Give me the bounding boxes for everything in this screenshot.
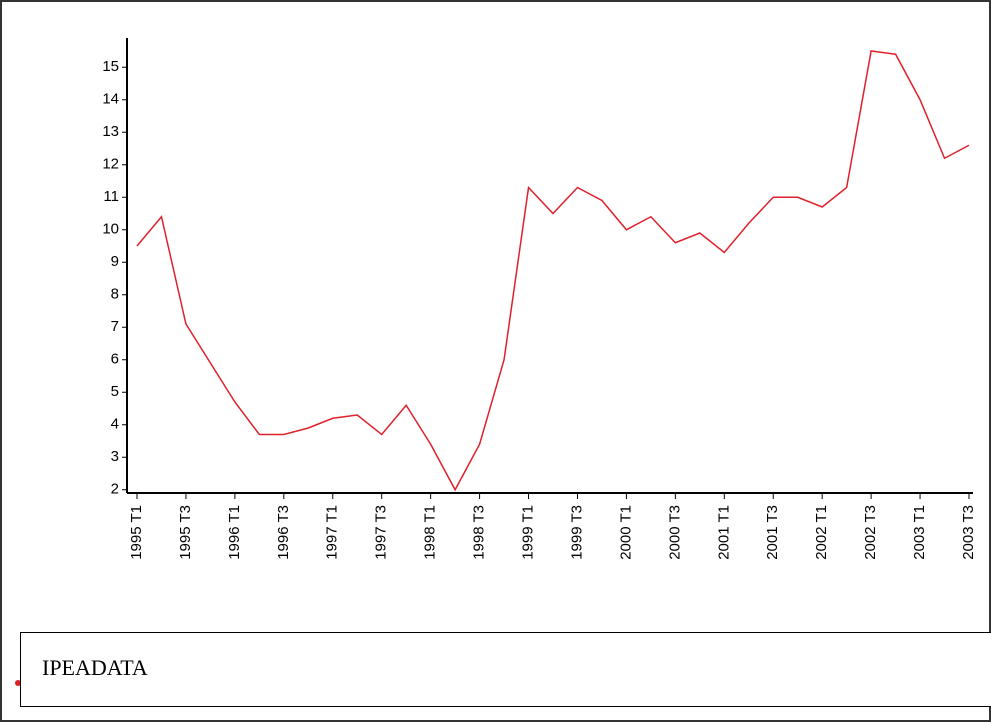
- x-tick-label: 2002 T3: [862, 505, 879, 560]
- y-tick-label: 9: [111, 253, 119, 270]
- x-tick-label: 1997 T3: [373, 505, 390, 560]
- x-tick-label: 2000 T1: [617, 505, 634, 560]
- x-tick-label: 1999 T1: [519, 505, 536, 560]
- y-tick-label: 6: [111, 351, 119, 368]
- x-tick-label: 2001 T1: [715, 505, 732, 560]
- y-tick-label: 3: [111, 448, 119, 465]
- x-tick-label: 2003 T1: [911, 505, 928, 560]
- y-tick-label: 4: [111, 416, 119, 433]
- y-tick-label: 2: [111, 481, 119, 498]
- x-tick-label: 1999 T3: [568, 505, 585, 560]
- x-tick-label: 1995 T1: [128, 505, 145, 560]
- y-tick-label: 12: [102, 156, 119, 173]
- y-tick-label: 10: [102, 221, 119, 238]
- x-tick-label: 1998 T3: [471, 505, 488, 560]
- y-tick-label: 11: [103, 188, 119, 205]
- y-tick-label: 15: [102, 58, 119, 75]
- y-tick-label: 14: [102, 91, 119, 108]
- x-tick-label: 1998 T1: [422, 505, 439, 560]
- x-tick-label: 1996 T1: [226, 505, 243, 560]
- x-tick-label: 1996 T3: [275, 505, 292, 560]
- x-tick-label: 2001 T3: [764, 505, 781, 560]
- x-tick-label: 2003 T3: [960, 505, 977, 560]
- x-tick-label: 1995 T3: [177, 505, 194, 560]
- source-text: IPEADATA: [42, 655, 148, 680]
- source-box: [21, 633, 991, 707]
- x-tick-label: 2002 T1: [813, 505, 830, 560]
- x-tick-label: 2000 T3: [666, 505, 683, 560]
- y-tick-label: 5: [111, 383, 119, 400]
- x-tick-label: 1997 T1: [324, 505, 341, 560]
- y-tick-label: 7: [111, 318, 119, 335]
- y-tick-label: 13: [102, 123, 119, 140]
- y-tick-label: 8: [111, 286, 119, 303]
